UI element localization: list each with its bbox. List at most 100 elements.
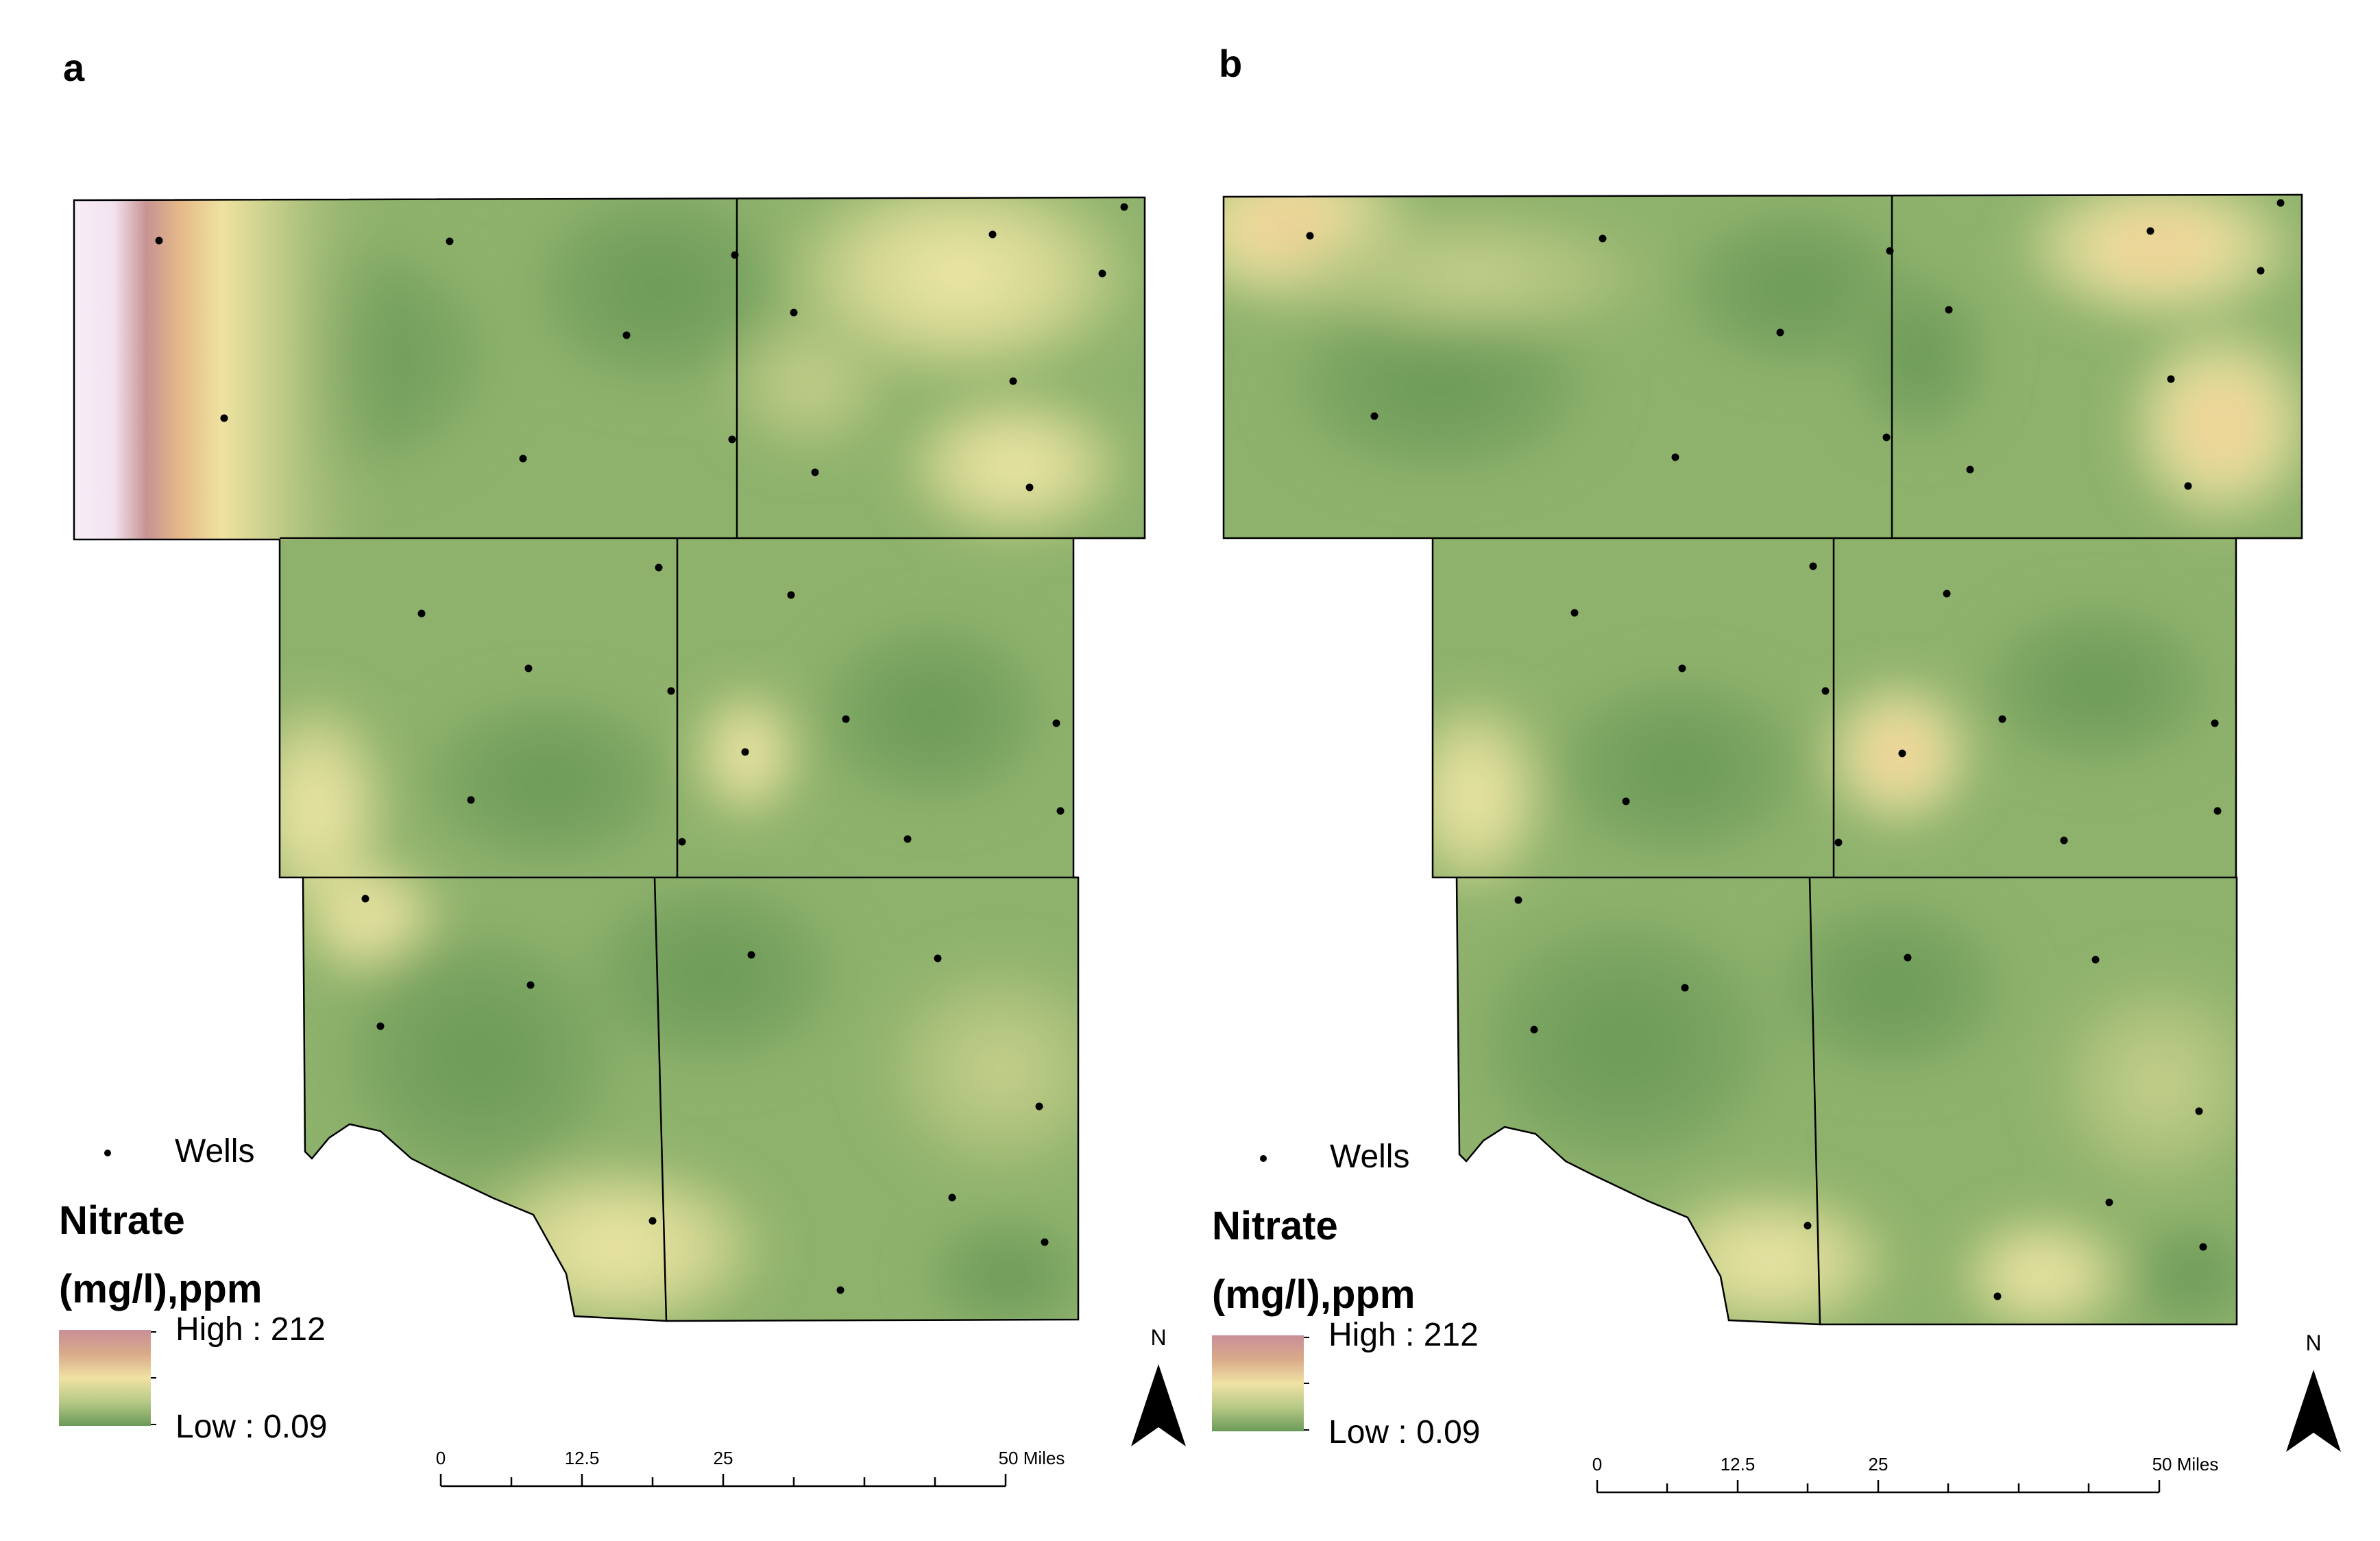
- well-point[interactable]: [728, 435, 736, 444]
- color-ramp: [59, 1330, 151, 1426]
- well-point[interactable]: [361, 895, 369, 903]
- scale-tick-label: 50 Miles: [2152, 1454, 2219, 1475]
- scale-bar-labels: 0 12.5 25 50 Miles: [1592, 1454, 2219, 1475]
- well-point[interactable]: [1678, 664, 1686, 672]
- well-point[interactable]: [747, 951, 755, 959]
- well-point[interactable]: [731, 251, 739, 259]
- well-point[interactable]: [2276, 199, 2285, 207]
- well-point[interactable]: [220, 414, 228, 422]
- well-point[interactable]: [2105, 1198, 2113, 1206]
- panel-b: b: [1212, 42, 2341, 1494]
- well-point[interactable]: [2167, 375, 2175, 383]
- well-point[interactable]: [1098, 269, 1106, 278]
- well-point[interactable]: [1945, 306, 1953, 314]
- well-point[interactable]: [1681, 984, 1689, 992]
- panel-label: b: [1219, 42, 1242, 85]
- panel-label: a: [63, 46, 85, 89]
- wells-legend-symbol: [1260, 1155, 1267, 1162]
- well-point[interactable]: [648, 1217, 657, 1225]
- well-point[interactable]: [1306, 232, 1314, 240]
- well-point[interactable]: [790, 308, 798, 317]
- legend-units: (mg/l),ppm: [59, 1267, 262, 1311]
- well-point[interactable]: [741, 748, 749, 756]
- legend-high-label: High : 212: [1328, 1317, 1479, 1353]
- well-point[interactable]: [1599, 234, 1607, 243]
- wells-legend-label: Wells: [175, 1133, 254, 1169]
- well-point[interactable]: [622, 331, 631, 339]
- well-point[interactable]: [526, 981, 535, 989]
- well-point[interactable]: [2091, 956, 2100, 964]
- well-point[interactable]: [1776, 328, 1784, 337]
- well-point[interactable]: [667, 687, 675, 695]
- well-point[interactable]: [948, 1193, 956, 1202]
- well-point[interactable]: [2184, 482, 2192, 490]
- scale-tick-label: 50 Miles: [999, 1448, 1065, 1468]
- well-point[interactable]: [787, 591, 795, 599]
- well-point[interactable]: [2146, 227, 2154, 235]
- well-point[interactable]: [446, 237, 454, 245]
- well-point[interactable]: [934, 954, 942, 962]
- well-point[interactable]: [842, 715, 850, 723]
- well-point[interactable]: [1120, 203, 1128, 211]
- well-point[interactable]: [2211, 719, 2219, 727]
- well-point[interactable]: [155, 236, 163, 245]
- well-point[interactable]: [2060, 836, 2068, 845]
- well-point[interactable]: [678, 838, 686, 846]
- well-point[interactable]: [2199, 1243, 2207, 1251]
- well-point[interactable]: [467, 796, 475, 804]
- north-arrow-icon: [2286, 1370, 2341, 1452]
- well-point[interactable]: [811, 468, 819, 476]
- well-point[interactable]: [1821, 687, 1830, 695]
- well-point[interactable]: [2213, 807, 2222, 815]
- well-point[interactable]: [1035, 1102, 1043, 1111]
- well-point[interactable]: [1570, 609, 1579, 617]
- well-point[interactable]: [524, 664, 533, 672]
- wells-legend-symbol: [104, 1150, 111, 1156]
- north-arrow: N: [1131, 1325, 1186, 1446]
- well-point[interactable]: [1886, 247, 1894, 255]
- well-point[interactable]: [655, 563, 663, 572]
- well-point[interactable]: [1966, 465, 1974, 474]
- well-point[interactable]: [836, 1286, 845, 1294]
- well-point[interactable]: [2195, 1107, 2203, 1115]
- scale-bar: [439, 1474, 1007, 1488]
- well-point[interactable]: [1904, 954, 1912, 962]
- well-point[interactable]: [1530, 1026, 1538, 1034]
- well-point[interactable]: [2257, 267, 2265, 275]
- well-point[interactable]: [1993, 1292, 2002, 1300]
- well-point[interactable]: [1052, 719, 1060, 727]
- well-point[interactable]: [1514, 896, 1522, 904]
- legend-high-label: High : 212: [175, 1311, 326, 1348]
- well-point[interactable]: [519, 454, 527, 463]
- legend: Wells Nitrate (mg/l),ppm High : 212 Low …: [1212, 1139, 1480, 1451]
- north-label: N: [1150, 1325, 1166, 1350]
- legend: Wells Nitrate (mg/l),ppm High : 212 Low …: [59, 1133, 327, 1445]
- well-point[interactable]: [1809, 562, 1817, 570]
- well-point[interactable]: [1882, 433, 1891, 441]
- well-point[interactable]: [1943, 590, 1951, 598]
- wells-legend-label: Wells: [1330, 1139, 1409, 1175]
- nitrate-surface: [1224, 195, 2302, 1324]
- legend-title: Nitrate: [1212, 1204, 1338, 1248]
- legend-low-label: Low : 0.09: [175, 1409, 327, 1445]
- legend-units: (mg/l),ppm: [1212, 1272, 1415, 1317]
- well-point[interactable]: [1056, 807, 1065, 815]
- well-point[interactable]: [1009, 377, 1017, 385]
- well-point[interactable]: [1998, 715, 2006, 723]
- well-point[interactable]: [1671, 453, 1679, 461]
- north-arrow: N: [2286, 1331, 2341, 1452]
- well-point[interactable]: [1041, 1238, 1049, 1246]
- county-boundaries: [1222, 193, 2303, 1326]
- well-point[interactable]: [1834, 838, 1843, 847]
- well-point[interactable]: [417, 609, 426, 618]
- well-point[interactable]: [1898, 749, 1906, 757]
- well-point[interactable]: [903, 835, 912, 843]
- well-point[interactable]: [1025, 483, 1034, 492]
- well-point[interactable]: [376, 1022, 385, 1030]
- well-point[interactable]: [1622, 797, 1630, 805]
- scale-tick-label: 25: [714, 1448, 733, 1468]
- well-point[interactable]: [988, 230, 997, 239]
- well-point[interactable]: [1370, 412, 1379, 420]
- well-point[interactable]: [1804, 1222, 1812, 1230]
